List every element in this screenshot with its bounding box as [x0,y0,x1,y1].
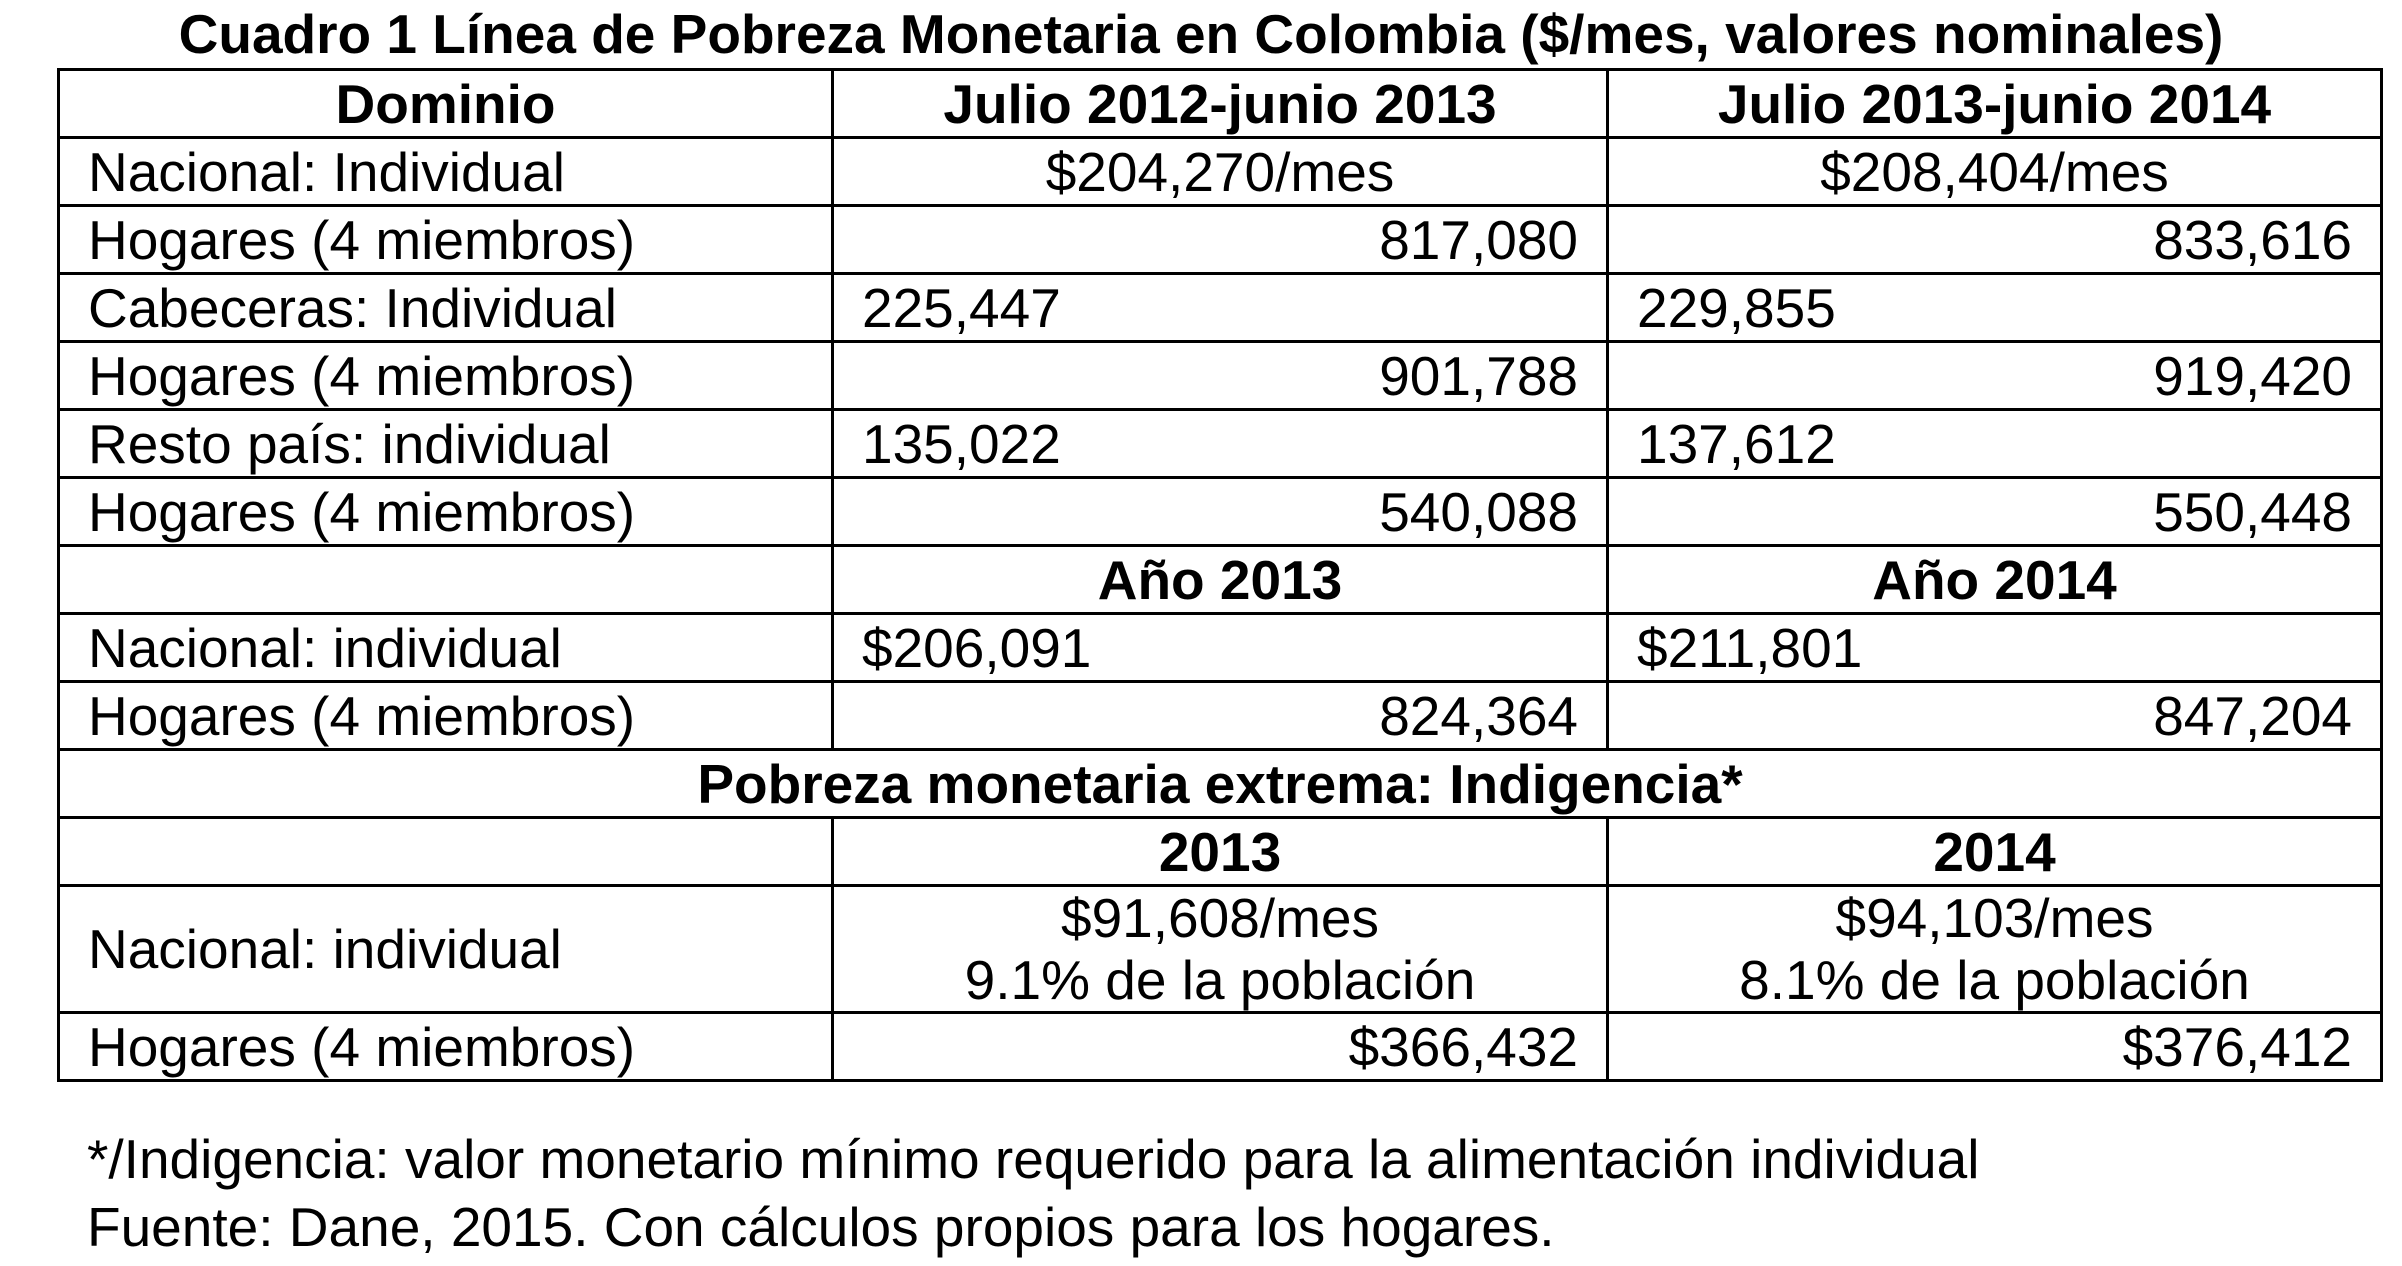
header-period-2012-2013: Julio 2012-junio 2013 [831,68,1609,139]
year-header-row: Año 2013 Año 2014 [57,544,2383,615]
cell-value: $376,412 [1606,1011,2383,1082]
cell-value: $94,103/mes 8.1% de la población [1606,884,2383,1014]
header-dominio: Dominio [57,68,834,139]
source-note: Fuente: Dane, 2015. Con cálculos propios… [87,1196,1555,1258]
empty-cell [57,544,834,615]
cell-value: $204,270/mes [831,136,1609,207]
header-period-2013-2014: Julio 2013-junio 2014 [1606,68,2383,139]
table-row: Nacional: individual $91,608/mes 9.1% de… [57,884,2383,1014]
row-label: Hogares (4 miembros) [57,340,834,411]
row-label: Cabeceras: Individual [57,272,834,343]
footnote: */Indigencia: valor monetario mínimo req… [87,1128,1980,1190]
extreme-year-header-row: 2013 2014 [57,816,2383,887]
empty-cell [57,816,834,887]
cell-value: 550,448 [1606,476,2383,547]
row-label: Hogares (4 miembros) [57,476,834,547]
table-row: Hogares (4 miembros) 817,080 833,616 [57,204,2383,275]
cell-value: $208,404/mes [1606,136,2383,207]
poverty-line-table: Dominio Julio 2012-junio 2013 Julio 2013… [57,68,2383,1082]
cell-value: 137,612 [1606,408,2383,479]
row-label: Nacional: Individual [57,136,834,207]
row-label: Nacional: individual [57,884,834,1014]
cell-value: $366,432 [831,1011,1609,1082]
extreme-poverty-heading: Pobreza monetaria extrema: Indigencia* [57,748,2383,819]
cell-value: 824,364 [831,680,1609,751]
cell-value: 919,420 [1606,340,2383,411]
table-header-row: Dominio Julio 2012-junio 2013 Julio 2013… [57,68,2383,139]
header-year-2014: Año 2014 [1606,544,2383,615]
cell-value: $91,608/mes 9.1% de la población [831,884,1609,1014]
cell-value-share: 9.1% de la población [964,949,1476,1011]
extreme-poverty-heading-row: Pobreza monetaria extrema: Indigencia* [57,748,2383,819]
cell-value-share: 8.1% de la población [1739,949,2250,1011]
table-row: Resto país: individual 135,022 137,612 [57,408,2383,479]
row-label: Resto país: individual [57,408,834,479]
cell-value: 847,204 [1606,680,2383,751]
table-row: Hogares (4 miembros) $366,432 $376,412 [57,1011,2383,1082]
cell-value: 817,080 [831,204,1609,275]
table-row: Hogares (4 miembros) 824,364 847,204 [57,680,2383,751]
cell-value: 229,855 [1606,272,2383,343]
row-label: Hogares (4 miembros) [57,680,834,751]
table-title: Cuadro 1 Línea de Pobreza Monetaria en C… [178,3,2224,65]
table-row: Cabeceras: Individual 225,447 229,855 [57,272,2383,343]
cell-value: $211,801 [1606,612,2383,683]
table-row: Nacional: individual $206,091 $211,801 [57,612,2383,683]
table-row: Nacional: Individual $204,270/mes $208,4… [57,136,2383,207]
header-year-2013: Año 2013 [831,544,1609,615]
cell-value: 540,088 [831,476,1609,547]
cell-value-amount: $94,103/mes [1835,887,2154,950]
table-row: Hogares (4 miembros) 901,788 919,420 [57,340,2383,411]
table-row: Hogares (4 miembros) 540,088 550,448 [57,476,2383,547]
row-label: Hogares (4 miembros) [57,1011,834,1082]
header-extreme-2014: 2014 [1606,816,2383,887]
cell-value: 901,788 [831,340,1609,411]
cell-value: 225,447 [831,272,1609,343]
cell-value: 135,022 [831,408,1609,479]
cell-value: 833,616 [1606,204,2383,275]
table-notes: */Indigencia: valor monetario mínimo req… [87,1125,1979,1261]
cell-value: $206,091 [831,612,1609,683]
row-label: Nacional: individual [57,612,834,683]
row-label: Hogares (4 miembros) [57,204,834,275]
header-extreme-2013: 2013 [831,816,1609,887]
cell-value-amount: $91,608/mes [1061,887,1379,950]
